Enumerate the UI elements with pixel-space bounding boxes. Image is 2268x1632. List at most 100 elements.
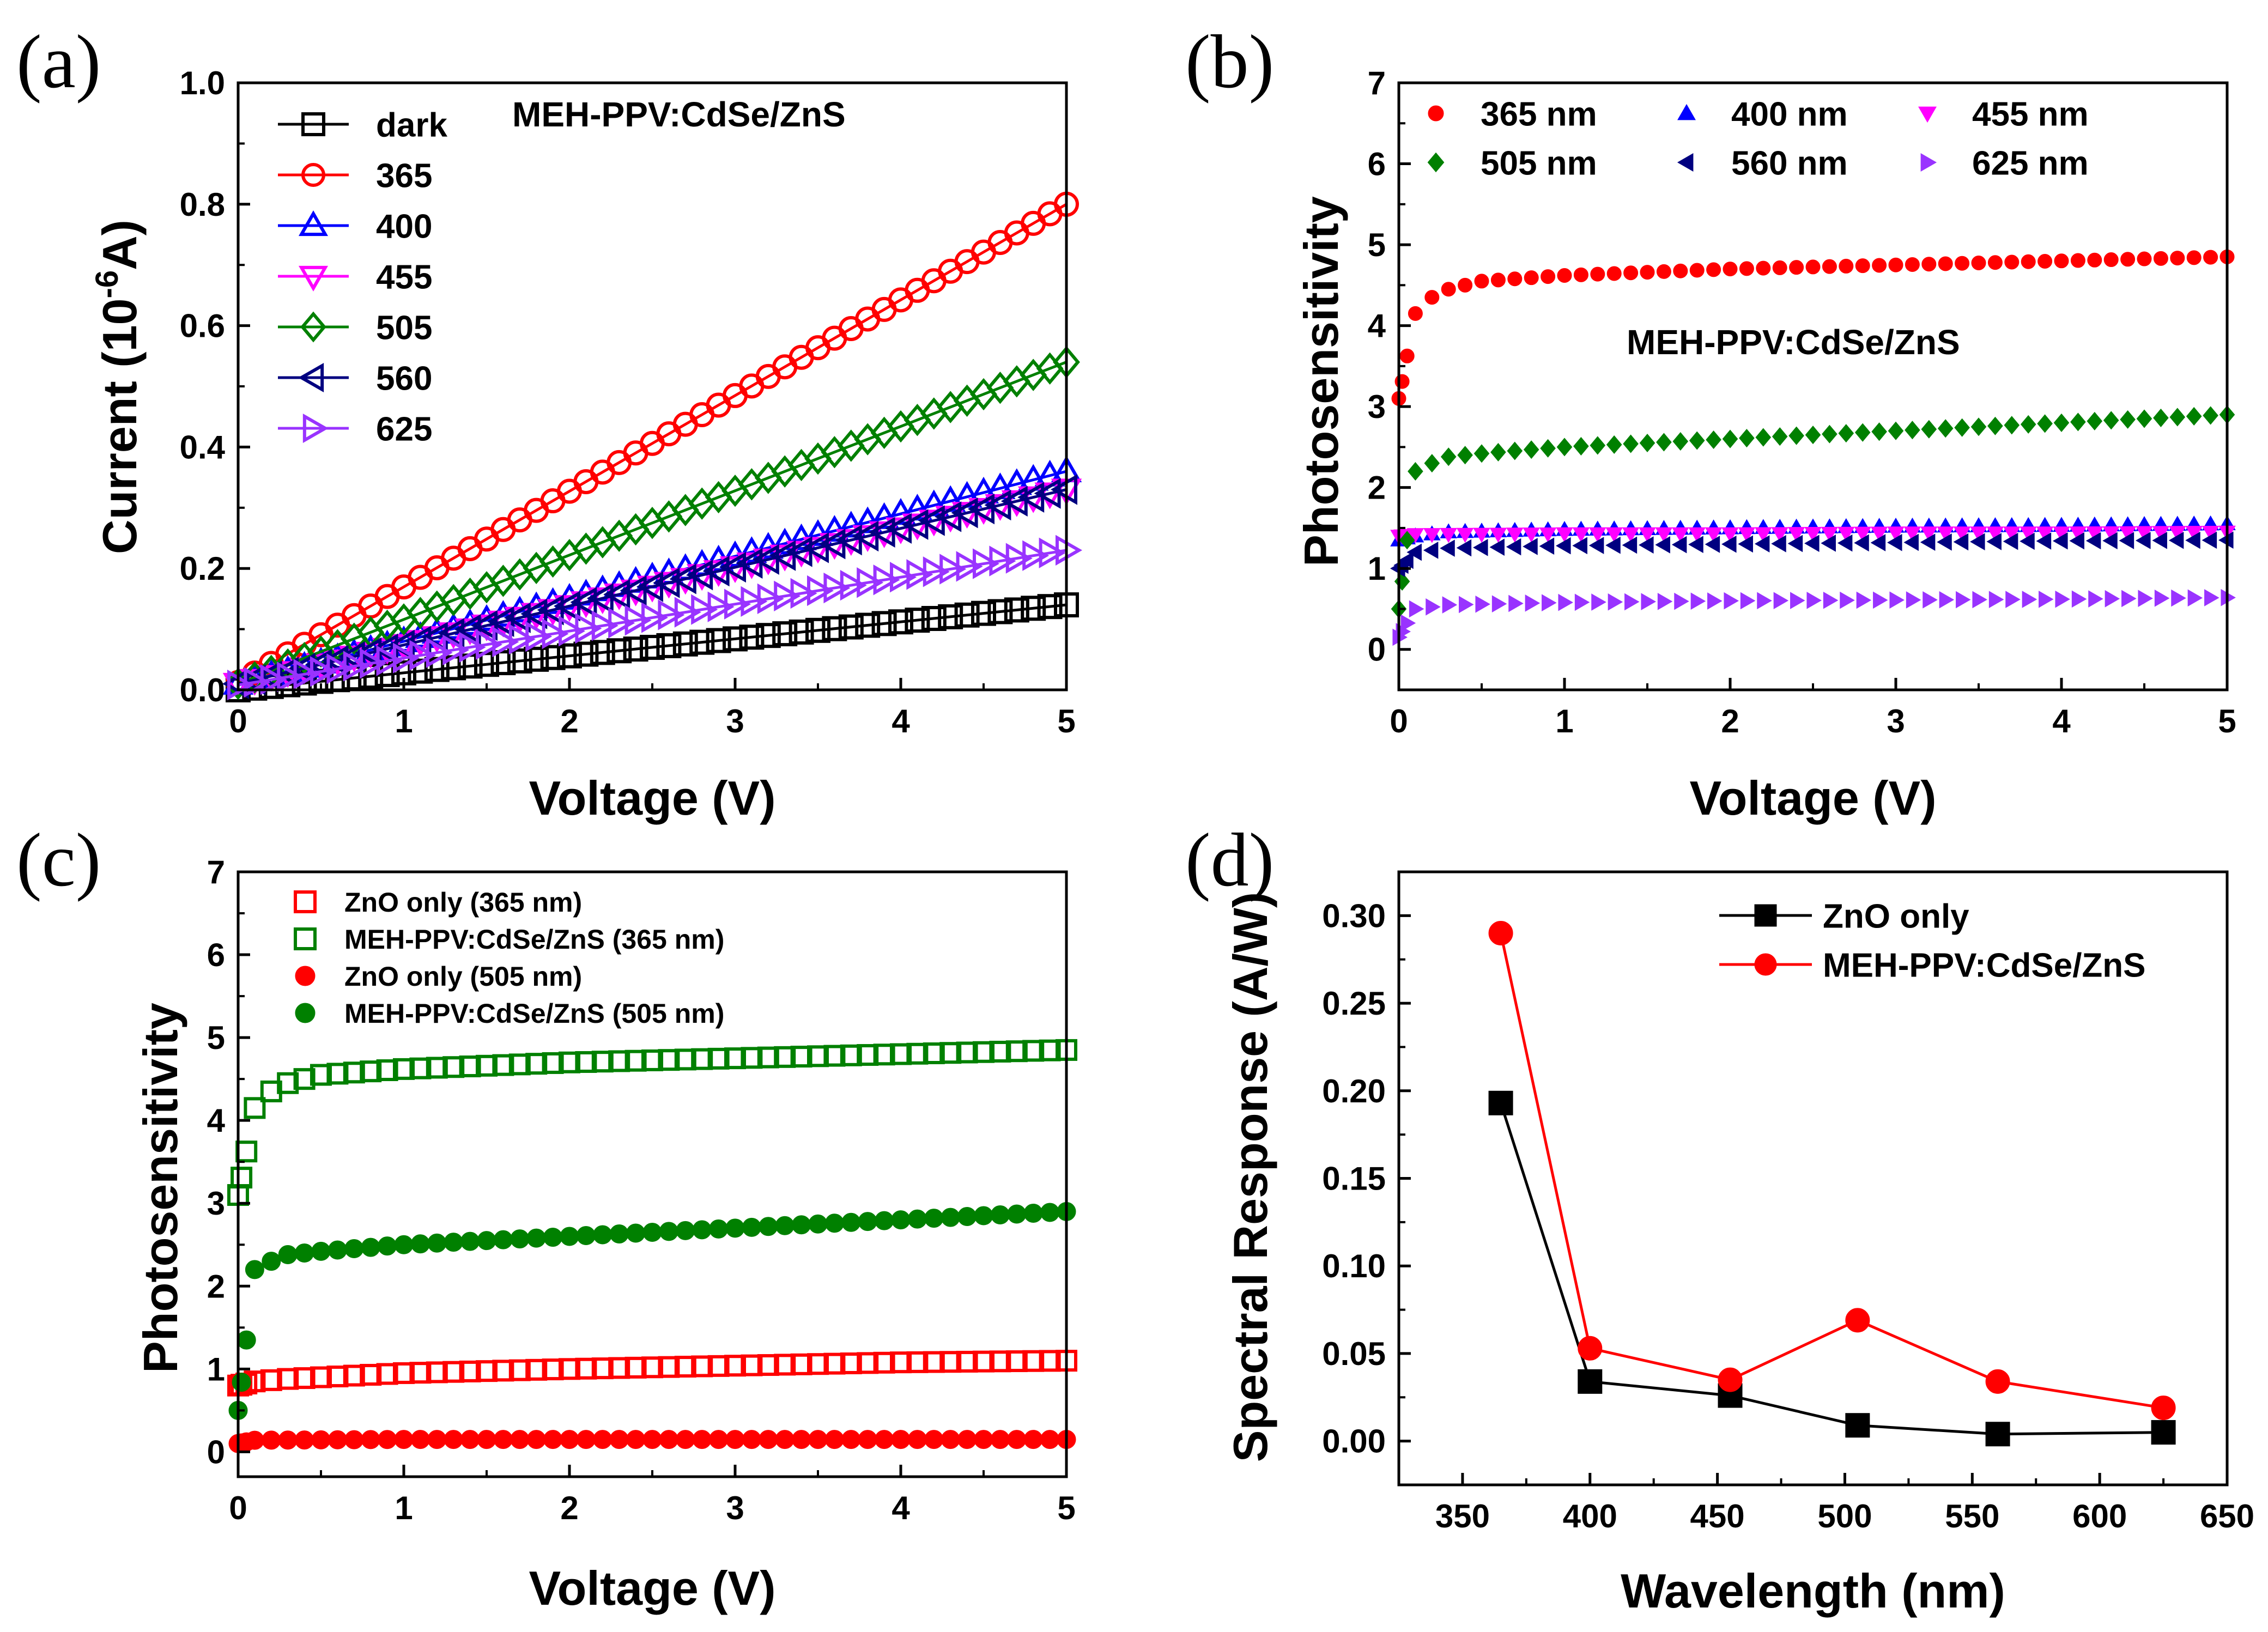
x-tick-label: 3 (1887, 703, 1905, 739)
legend-entry-zno-only-505-nm: ZnO only (505 nm) (295, 961, 582, 992)
data-point-zno-only (1488, 1090, 1513, 1115)
data-point-625-nm (1608, 593, 1623, 611)
data-point-625 (575, 613, 602, 644)
data-point-455-nm (1655, 527, 1673, 543)
data-point-meh-ppv-cdse-zns-365-nm (244, 1097, 266, 1119)
data-point-365-nm (1673, 263, 1688, 278)
panel-b: (b) 0 1 2 3 4 5 0 1 2 3 4 5 6 7 MEH-PPV:CdSe/ZnS 365 … (1185, 20, 2236, 825)
data-point-meh-ppv-cdse-zns-365-nm (956, 1041, 978, 1064)
data-point-meh-ppv-cdse-zns-505-nm (236, 1330, 256, 1350)
legend-marker (1428, 105, 1444, 122)
data-point-625-nm (1426, 598, 1441, 616)
legend-label: 455 (376, 258, 432, 296)
data-point-505-nm (1970, 417, 1987, 436)
data-point-455-nm (1804, 527, 1822, 542)
data-point-625 (906, 559, 933, 590)
data-point-365-nm (1474, 274, 1489, 289)
data-point-560-nm (2020, 532, 2035, 550)
data-point-625 (442, 634, 470, 665)
data-point-zno-only-505-nm (808, 1430, 828, 1449)
data-point-455-nm (1688, 527, 1706, 543)
data-point-zno-only (1845, 1413, 1870, 1438)
data-point-625-nm (1988, 591, 2004, 609)
series-625-nm (1392, 589, 2236, 646)
data-point-560-nm (1671, 536, 1687, 554)
data-point-meh-ppv-cdse-zns-505-nm (974, 1206, 993, 1225)
legend-marker (294, 890, 317, 913)
data-point-365-nm (1839, 258, 1854, 274)
legend-marker (1918, 106, 1937, 123)
data-point-zno-only-505-nm (642, 1430, 662, 1449)
data-point-625-nm (2088, 590, 2103, 608)
legend-entry-455-nm: 455 nm (1918, 95, 2089, 133)
data-point-zno-only-505-nm (709, 1430, 729, 1449)
x-tick-label: 3 (726, 703, 744, 739)
legend-entry-560: 560 (278, 360, 432, 397)
data-point-560-nm (1456, 539, 1472, 557)
series-meh-ppv-cdse-zns-505-nm (228, 1202, 1076, 1420)
data-point-zno-only-365-nm (277, 1368, 299, 1390)
data-point-zno-only-505-nm (361, 1430, 380, 1449)
data-point-meh-ppv-cdse-zns-505-nm (957, 1207, 977, 1227)
data-point-455-nm (1506, 527, 1524, 543)
data-point-505-nm (1507, 441, 1523, 460)
data-point-zno-only-505-nm (460, 1430, 480, 1449)
data-point-455-nm (1639, 527, 1656, 543)
data-point-625 (376, 645, 403, 676)
x-tick-label: 1 (1555, 703, 1573, 739)
data-point-meh-ppv-cdse-zns-505-nm (328, 1240, 347, 1260)
data-point-dark (672, 631, 698, 657)
data-point-meh-ppv-cdse-zns-365-nm (774, 1046, 796, 1068)
data-point-505-nm (1540, 439, 1556, 458)
legend-marker (1754, 953, 1777, 976)
data-point-560-nm (1721, 535, 1737, 553)
data-point-505-nm (1838, 424, 1854, 443)
x-tick-label: 2 (1721, 703, 1739, 739)
data-point-505-nm (2153, 408, 2169, 427)
data-point-zno-only-505-nm (1040, 1430, 1060, 1449)
data-point-zno-only-505-nm (394, 1430, 414, 1449)
data-point-505-nm (1739, 429, 1755, 448)
data-point-365-nm (1640, 265, 1655, 280)
legend-entry-455: 455 (278, 258, 432, 296)
data-point-dark (507, 648, 532, 674)
x-tick-label: 650 (2200, 1498, 2254, 1534)
data-point-meh-ppv-cdse-zns-505-nm (378, 1236, 397, 1256)
data-point-560-nm (1655, 536, 1670, 554)
data-point-365-nm (1524, 270, 1539, 286)
data-point-625-nm (1972, 591, 1987, 609)
data-point-zno-only-365-nm (774, 1354, 796, 1376)
data-point-meh-ppv-cdse-zns-365-nm (823, 1045, 846, 1067)
data-point-560-nm (2036, 532, 2052, 550)
data-point-560 (1050, 474, 1077, 505)
data-point-zno-only-365-nm (310, 1366, 332, 1388)
data-point-meh-ppv-cdse-zns-365-nm (591, 1051, 614, 1073)
data-point-zno-only-365-nm (409, 1362, 432, 1384)
data-point-zno-only-505-nm (328, 1430, 347, 1449)
data-point-625-nm (1956, 591, 1971, 609)
data-point-625 (343, 651, 370, 682)
data-point-meh-ppv-cdse-zns-505-nm (344, 1239, 364, 1259)
legend-entry-zno-only-365-nm: ZnO only (365 nm) (294, 887, 582, 918)
data-point-455-nm (1440, 527, 1458, 543)
data-point-505-nm (2070, 412, 2086, 432)
data-point-meh-ppv-cdse-zns-505-nm (232, 1373, 251, 1392)
data-point-625 (857, 567, 884, 598)
data-point-zno-only-365-nm (956, 1350, 978, 1373)
data-point-505-nm (1954, 418, 1970, 437)
data-point-365-nm (2103, 252, 2119, 268)
panel-c-series (227, 1039, 1077, 1453)
data-point-625-nm (1624, 593, 1640, 611)
data-point-625-nm (1906, 591, 1921, 609)
data-point-625-nm (1856, 591, 1872, 609)
data-point-365-nm (1921, 257, 1937, 272)
data-point-meh-ppv-cdse-zns-505-nm (609, 1224, 629, 1243)
data-point-meh-ppv-cdse-zns-505-nm (775, 1216, 795, 1235)
x-tick-label: 2 (560, 703, 578, 739)
data-point-meh-ppv-cdse-zns-365-nm (376, 1059, 398, 1082)
data-point-455-nm (1887, 526, 1905, 542)
data-point-505-nm (1424, 454, 1440, 473)
data-point-meh-ppv-cdse-zns (1578, 1336, 1603, 1361)
data-point-505-nm (1556, 438, 1573, 457)
